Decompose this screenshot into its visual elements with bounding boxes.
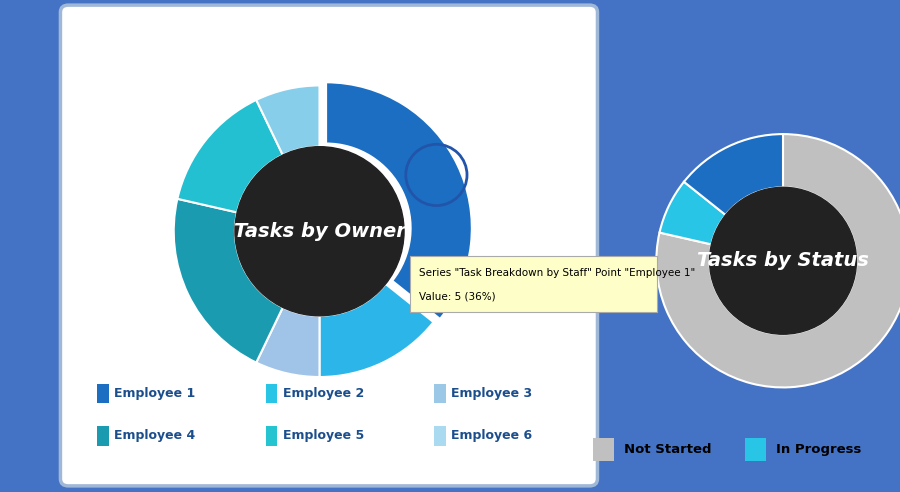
Circle shape [235,147,404,316]
Wedge shape [660,182,725,245]
Wedge shape [256,86,320,155]
Text: In Progress: In Progress [776,443,861,456]
Text: Series "Task Breakdown by Staff" Point "Employee 1": Series "Task Breakdown by Staff" Point "… [419,268,696,278]
Wedge shape [320,284,434,377]
FancyBboxPatch shape [60,5,598,486]
Wedge shape [177,100,283,213]
Bar [97,426,109,446]
Text: Employee 4: Employee 4 [114,430,195,442]
Bar [97,384,109,403]
Bar [745,438,767,461]
Bar [266,426,277,446]
Text: Value: 5 (36%): Value: 5 (36%) [419,292,496,302]
Text: Employee 5: Employee 5 [283,430,364,442]
Wedge shape [684,134,783,215]
Text: Tasks by Owner: Tasks by Owner [234,222,405,241]
Bar [266,384,277,403]
Bar [434,384,446,403]
Bar [434,426,446,446]
Wedge shape [656,134,900,387]
Wedge shape [326,82,472,319]
Text: Employee 2: Employee 2 [283,387,364,400]
Bar [592,438,615,461]
Text: Employee 1: Employee 1 [114,387,195,400]
Text: Tasks by Status: Tasks by Status [698,251,868,270]
Circle shape [709,187,857,334]
Text: Not Started: Not Started [624,443,711,456]
Text: Employee 6: Employee 6 [451,430,532,442]
Wedge shape [174,199,283,363]
Text: Employee 3: Employee 3 [451,387,532,400]
Wedge shape [256,308,320,377]
